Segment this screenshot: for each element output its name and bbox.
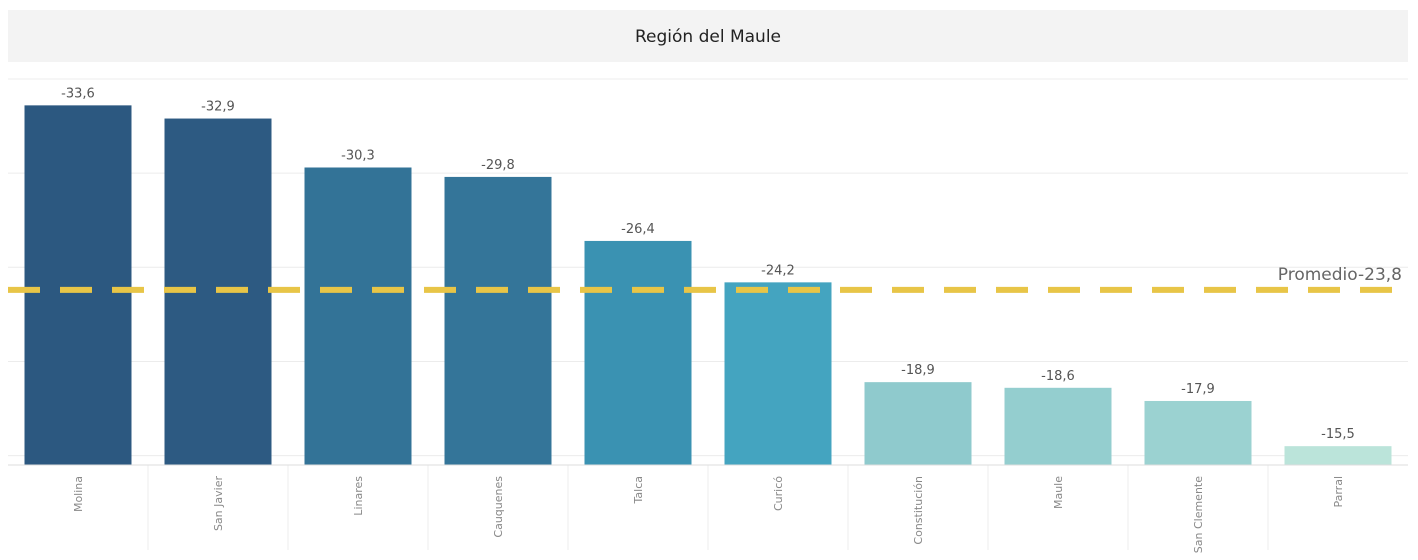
value-label: -15,5 [1321,427,1355,442]
bar [724,282,832,465]
x-tick-label: Constitución [912,476,925,545]
value-label: -32,9 [201,100,235,115]
title-bar [8,10,1408,62]
bar [864,382,972,465]
bar [1144,400,1252,465]
value-label: -33,6 [61,86,95,101]
bar [584,240,692,465]
value-label: -29,8 [481,158,515,173]
value-label: -18,9 [901,363,935,378]
x-tick-label: Parral [1332,476,1345,508]
bar [304,167,412,465]
x-tick-label: San Javier [212,476,225,532]
x-tick-label: Molina [72,476,85,512]
bar [1284,446,1392,465]
x-tick-label: Maule [1052,476,1065,509]
bar [24,105,132,466]
average-label: Promedio-23,8 [1278,265,1402,285]
x-tick-label: Talca [632,476,645,504]
bar [444,176,552,465]
x-tick-label: Curicó [772,476,785,511]
value-label: -17,9 [1181,382,1215,397]
value-label: -24,2 [761,263,795,278]
value-label: -18,6 [1041,369,1075,384]
value-label: -30,3 [341,148,375,163]
x-tick-label: Linares [352,476,365,516]
value-label: -26,4 [621,222,655,237]
bar [1004,387,1112,465]
chart-title: Región del Maule [635,27,781,47]
x-tick-label: Cauquenes [492,476,505,538]
x-tick-label: San Clemente [1192,476,1205,553]
